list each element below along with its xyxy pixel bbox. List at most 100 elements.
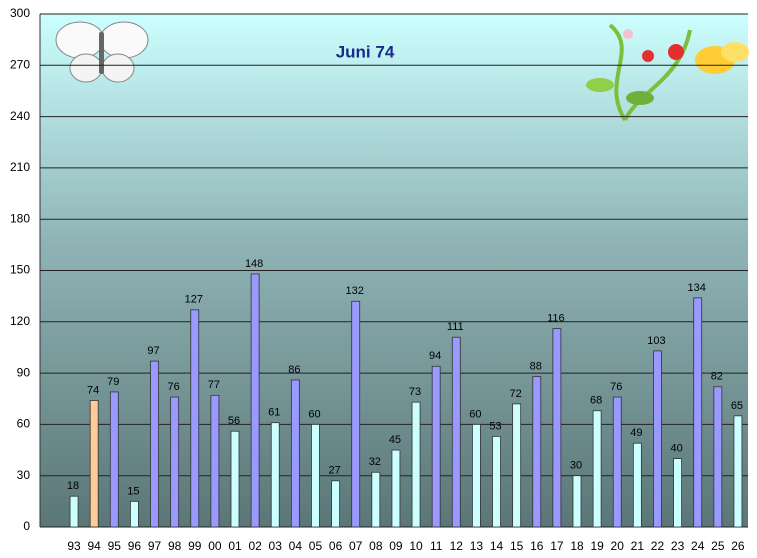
bar	[250, 273, 260, 528]
x-tick-label: 93	[67, 539, 81, 553]
value-label: 82	[711, 371, 723, 383]
value-label: 60	[469, 408, 481, 420]
bar	[190, 309, 200, 528]
y-tick-label: 150	[10, 263, 30, 277]
x-tick-label: 07	[349, 539, 363, 553]
x-tick-label: 94	[87, 539, 101, 553]
value-label: 74	[87, 384, 99, 396]
bar	[733, 415, 743, 528]
value-label: 27	[328, 465, 340, 477]
x-tick-label: 20	[611, 539, 625, 553]
x-tick-label: 06	[329, 539, 343, 553]
value-label: 65	[731, 400, 743, 412]
x-tick-label: 00	[208, 539, 222, 553]
x-tick-label: 19	[590, 539, 604, 553]
bar	[411, 401, 421, 528]
value-label: 94	[429, 350, 441, 362]
value-label: 148	[245, 258, 263, 270]
y-tick-label: 270	[10, 57, 30, 71]
value-label: 49	[630, 427, 642, 439]
y-tick-label: 120	[10, 314, 30, 328]
x-tick-label: 23	[671, 539, 685, 553]
bar	[170, 396, 180, 528]
x-tick-label: 08	[369, 539, 383, 553]
y-tick-label: 30	[17, 468, 31, 482]
value-label: 61	[268, 407, 280, 419]
butterfly-decoration	[55, 21, 149, 83]
x-tick-label: 25	[711, 539, 725, 553]
bar	[109, 391, 119, 528]
value-label: 73	[409, 386, 421, 398]
value-label: 134	[688, 282, 706, 294]
x-tick-label: 12	[450, 539, 464, 553]
x-tick-label: 11	[430, 539, 443, 553]
value-label: 103	[647, 335, 665, 347]
y-tick-label: 60	[17, 417, 31, 431]
y-tick-label: 300	[10, 6, 30, 20]
bar	[451, 336, 461, 528]
bar	[693, 297, 703, 528]
bar	[592, 410, 602, 528]
x-tick-label: 03	[269, 539, 283, 553]
bar	[472, 423, 481, 528]
bar	[532, 376, 542, 528]
value-label: 79	[107, 376, 119, 388]
x-tick-label: 17	[550, 539, 564, 553]
bar	[572, 475, 582, 528]
bar	[290, 379, 300, 528]
bar	[632, 442, 642, 528]
x-tick-label: 99	[188, 539, 202, 553]
x-tick-label: 10	[409, 539, 423, 553]
x-tick-label: 02	[248, 539, 262, 553]
value-label: 60	[308, 408, 320, 420]
x-tick-label: 01	[228, 539, 242, 553]
x-tick-label: 18	[570, 539, 584, 553]
bar	[89, 400, 99, 528]
y-tick-label: 0	[23, 519, 30, 533]
value-label: 76	[168, 381, 180, 393]
bar	[69, 495, 79, 528]
value-label: 88	[530, 360, 542, 372]
value-label: 86	[288, 364, 300, 376]
value-label: 30	[570, 460, 582, 472]
y-tick-label: 180	[10, 211, 30, 225]
chart-title: Juni 74	[336, 42, 395, 61]
bar	[230, 430, 240, 528]
value-label: 76	[610, 381, 622, 393]
x-tick-label: 96	[128, 539, 142, 553]
value-label: 132	[346, 285, 364, 297]
x-tick-label: 16	[530, 539, 544, 553]
value-label: 127	[185, 294, 203, 306]
value-label: 72	[510, 388, 522, 400]
bar	[351, 300, 361, 528]
x-tick-label: 97	[148, 539, 162, 553]
value-label: 111	[447, 321, 464, 333]
x-tick-label: 09	[389, 539, 403, 553]
x-tick-label: 13	[470, 539, 484, 553]
flower-decoration	[586, 23, 749, 122]
value-label: 32	[369, 456, 381, 468]
bar	[512, 403, 522, 528]
y-tick-label: 90	[17, 365, 31, 379]
y-tick-label: 210	[10, 160, 30, 174]
x-tick-label: 22	[651, 539, 665, 553]
x-tick-label: 98	[168, 539, 182, 553]
x-tick-label: 04	[289, 539, 303, 553]
bar	[653, 350, 662, 528]
value-label: 53	[489, 420, 501, 432]
value-label: 45	[389, 434, 401, 446]
value-label: 40	[670, 443, 682, 455]
bar	[431, 365, 441, 528]
x-tick-label: 26	[731, 539, 745, 553]
x-tick-label: 24	[691, 539, 705, 553]
bar	[612, 396, 622, 528]
bar	[371, 471, 381, 528]
bar	[270, 422, 280, 528]
value-label: 18	[67, 480, 79, 492]
y-tick-label: 240	[10, 109, 30, 123]
bar	[492, 435, 501, 528]
x-tick-label: 14	[490, 539, 504, 553]
bar	[552, 328, 562, 528]
